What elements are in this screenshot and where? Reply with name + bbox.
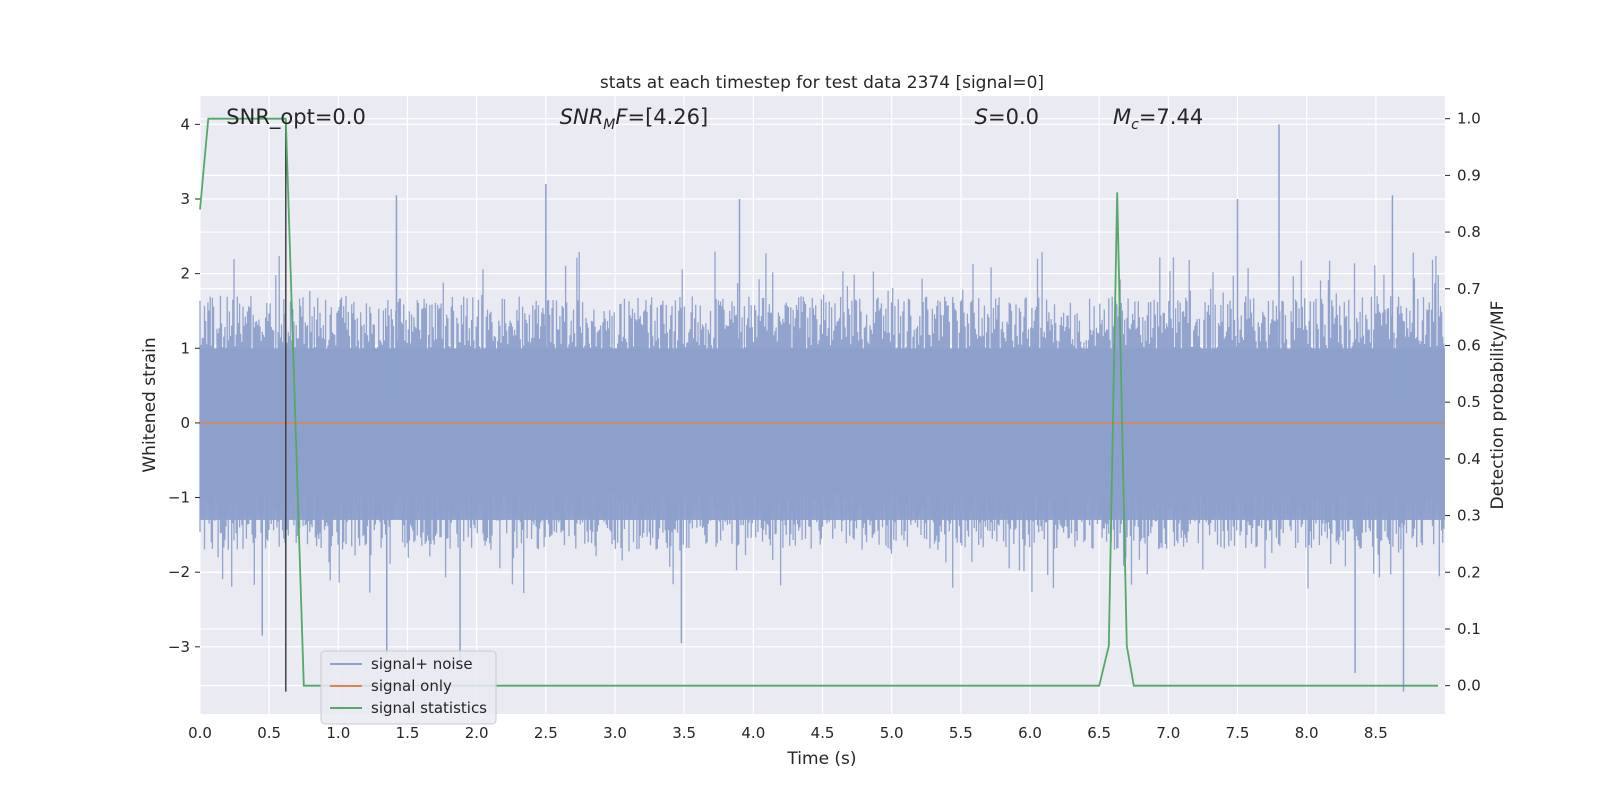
y-tick-label-left: −3 (168, 638, 190, 656)
x-tick-label: 2.0 (465, 724, 489, 742)
y-tick-label-right: 0.9 (1457, 166, 1481, 184)
annotation: SNRMF=[4.26] (560, 105, 709, 133)
legend-label-signal-statistics: signal statistics (371, 699, 487, 717)
x-tick-label: 4.0 (741, 724, 765, 742)
x-tick-label: 5.0 (880, 724, 904, 742)
y-tick-label-left: 4 (180, 115, 190, 133)
y-axis-label-right: Detection probability/MF (1488, 301, 1508, 510)
x-tick-label: 1.0 (326, 724, 350, 742)
y-tick-label-right: 0.7 (1457, 280, 1481, 298)
y-tick-label-left: 1 (180, 339, 190, 357)
x-tick-label: 3.0 (603, 724, 627, 742)
x-tick-label: 7.5 (1226, 724, 1250, 742)
y-axis-label-left: Whitened strain (140, 337, 160, 472)
y-tick-label-right: 0.1 (1457, 620, 1481, 638)
x-tick-label: 6.5 (1087, 724, 1111, 742)
x-tick-label: 3.5 (672, 724, 696, 742)
annotation: SNR_opt=0.0 (226, 105, 366, 130)
legend: signal+ noise signal only signal statist… (320, 650, 497, 725)
series-signal-noise (199, 124, 1445, 692)
x-axis-label: Time (s) (786, 749, 856, 769)
signal-statistics-line (199, 117, 1439, 687)
series-lines (199, 117, 1445, 692)
y-tick-label-left: 0 (180, 414, 190, 432)
x-tick-label: 8.0 (1295, 724, 1319, 742)
y-tick-label-left: 2 (180, 265, 190, 283)
tick-labels: 0.0 0.5 1.0 1.5 2.0 2.5 3.0 3.5 4.0 4.5 5.0 5.5 6.0 6… (168, 110, 1481, 742)
x-tick-label: 0.0 (188, 724, 212, 742)
x-tick-label: 4.5 (811, 724, 835, 742)
x-tick-label: 6.0 (1018, 724, 1042, 742)
legend-label-signal-noise: signal+ noise (371, 655, 473, 673)
y-tick-label-right: 0.3 (1457, 507, 1481, 525)
x-tick-label: 7.0 (1156, 724, 1180, 742)
y-tick-label-right: 1.0 (1457, 110, 1481, 128)
x-tick-label: 5.5 (949, 724, 973, 742)
annotations: SNR_opt=0.0 SNRMF=[4.26] S=0.0 Mc=7.44 (226, 105, 1203, 133)
y-tick-label-right: 0.0 (1457, 677, 1481, 695)
y-tick-label-right: 0.6 (1457, 336, 1481, 354)
annotation: S=0.0 (975, 105, 1039, 129)
y-tick-label-right: 0.2 (1457, 563, 1481, 581)
x-tick-label: 8.5 (1364, 724, 1388, 742)
chart-title: stats at each timestep for test data 237… (600, 73, 1044, 93)
x-tick-label: 1.5 (396, 724, 420, 742)
y-tick-label-right: 0.8 (1457, 223, 1481, 241)
annotation: Mc=7.44 (1113, 105, 1203, 133)
legend-label-signal-only: signal only (371, 677, 452, 695)
y-tick-label-left: −1 (168, 489, 190, 507)
y-tick-label-right: 0.5 (1457, 393, 1481, 411)
y-tick-label-right: 0.4 (1457, 450, 1481, 468)
x-tick-label: 2.5 (534, 724, 558, 742)
y-tick-label-left: 3 (180, 190, 190, 208)
legend-box (320, 650, 497, 725)
x-tick-label: 0.5 (257, 724, 281, 742)
y-tick-label-left: −2 (168, 563, 190, 581)
